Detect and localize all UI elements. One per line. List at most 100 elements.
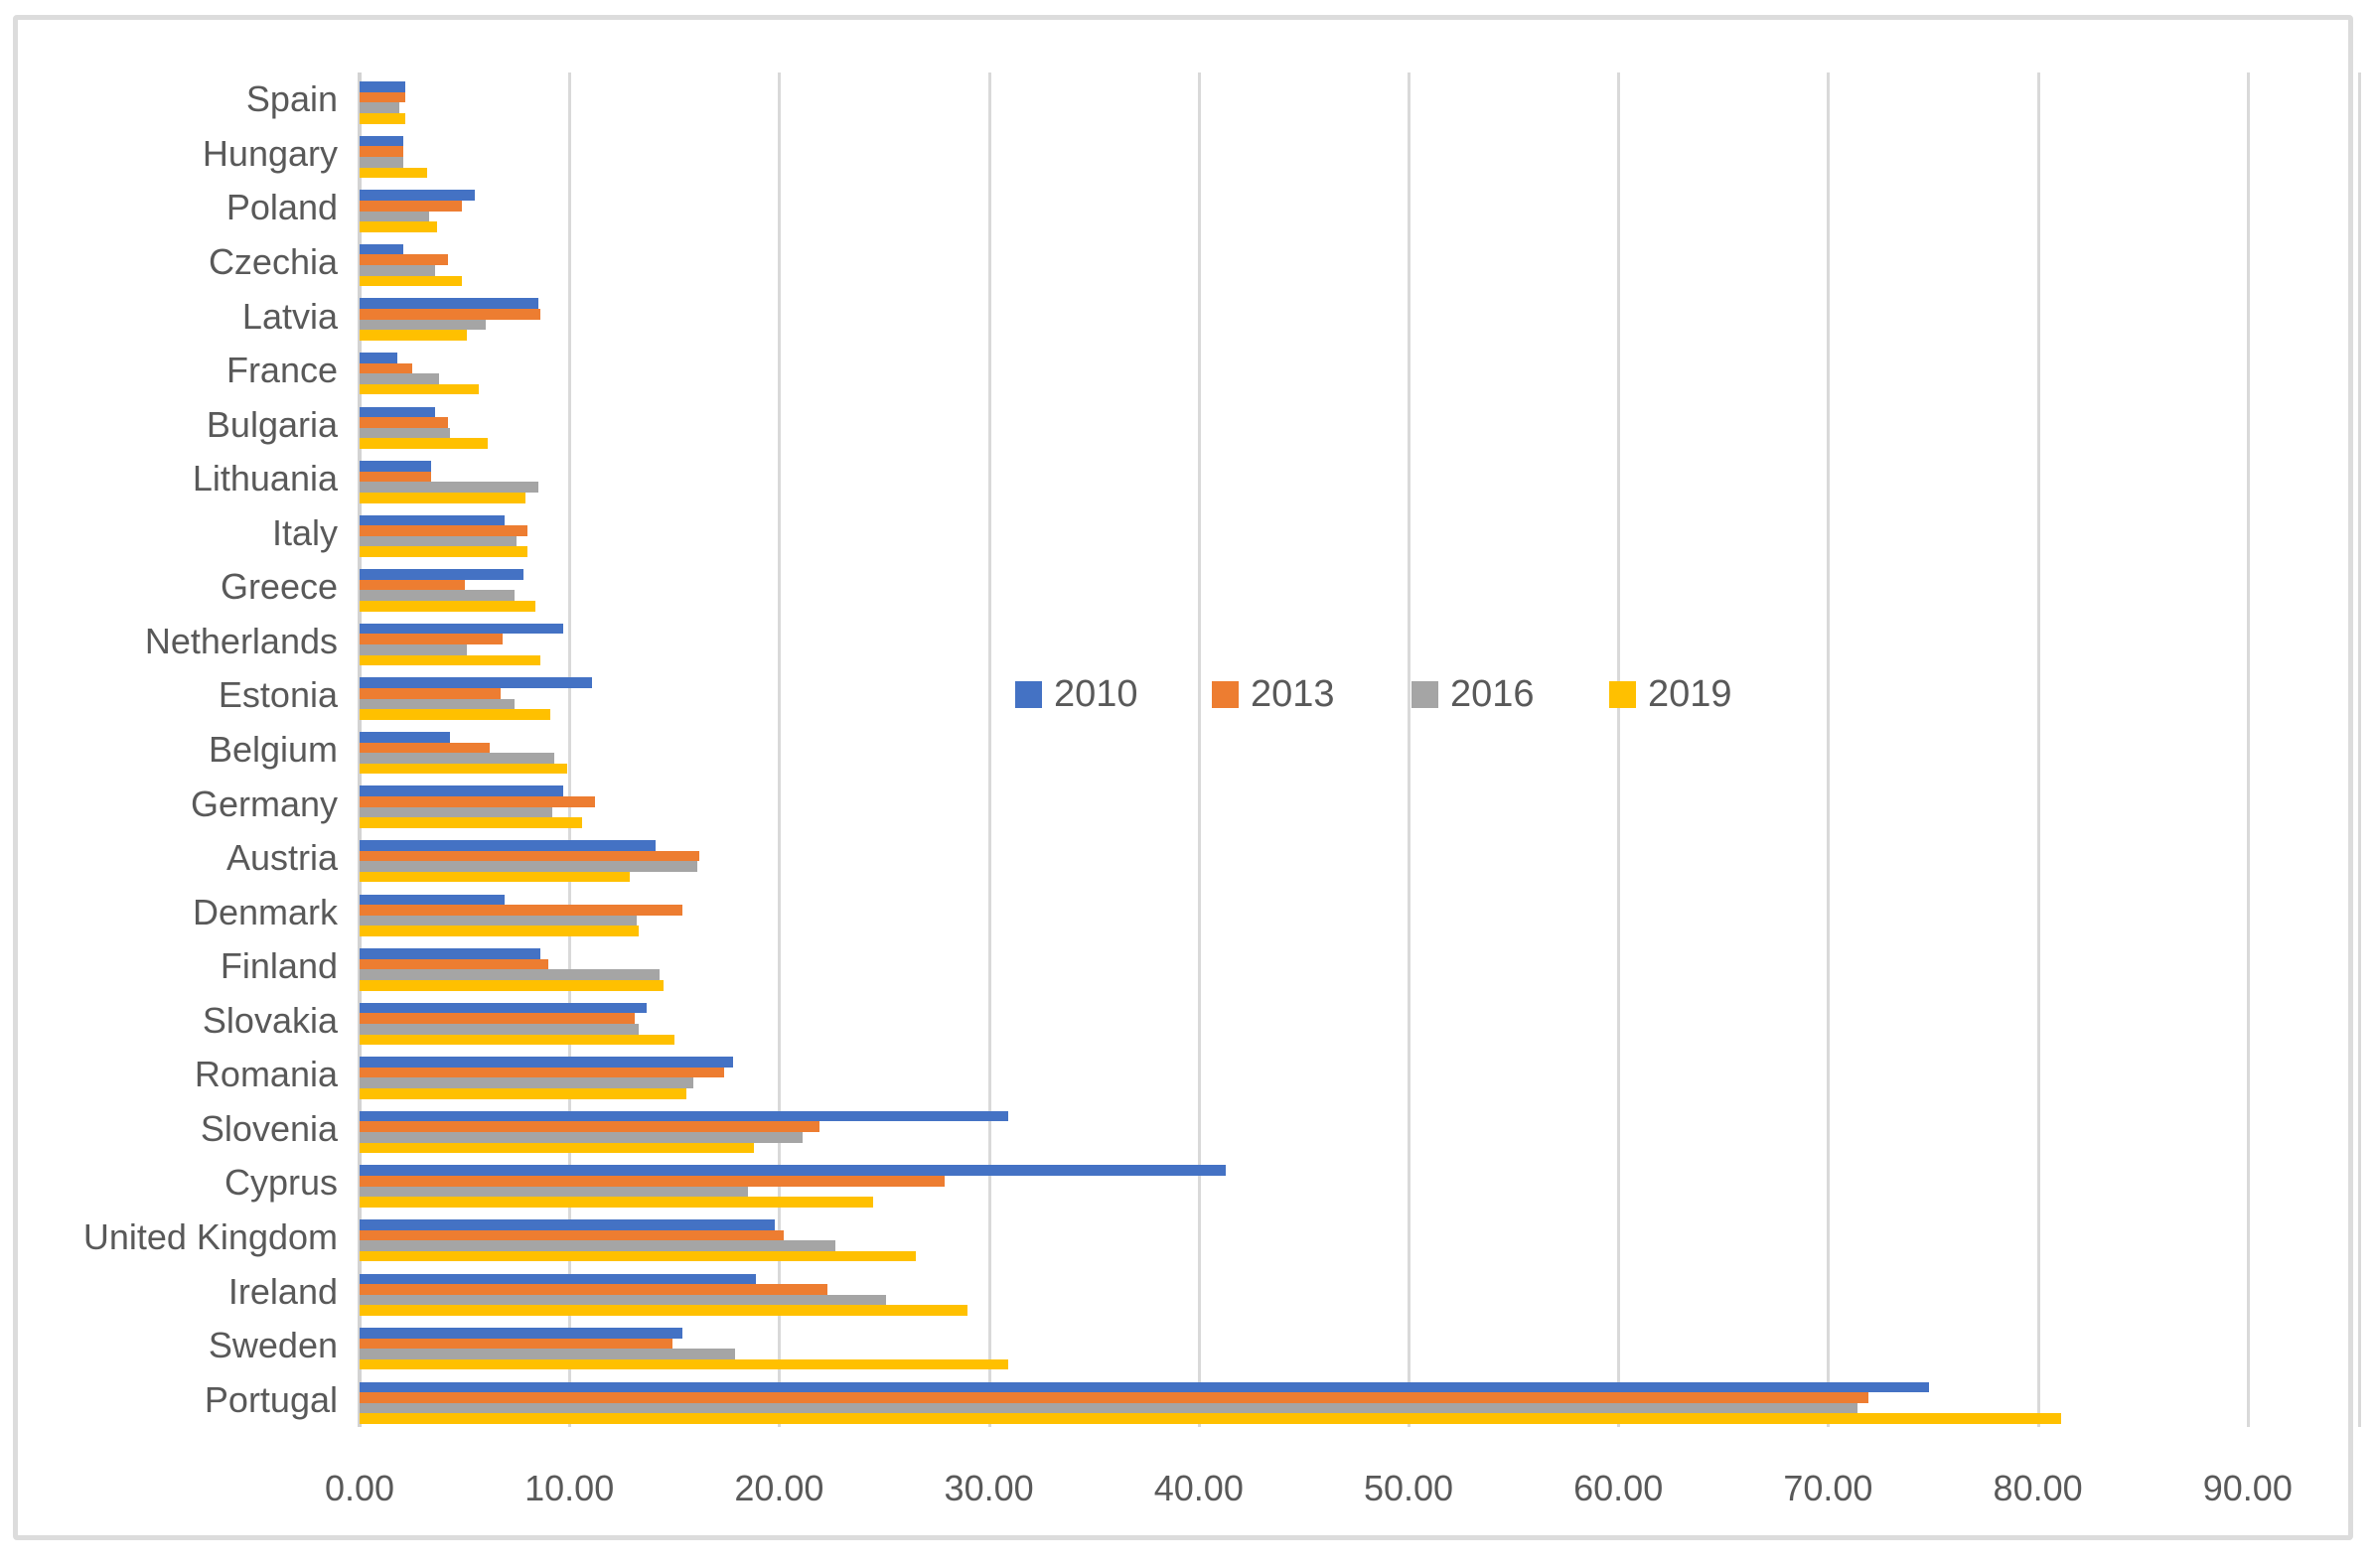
- bar-belgium-2010: [360, 731, 450, 743]
- bar-sweden-2010: [360, 1328, 683, 1339]
- category-label-france: France: [225, 350, 338, 391]
- bar-austria-2016: [360, 861, 698, 872]
- x-tick-50: 50.00: [1363, 1468, 1454, 1508]
- x-tick-90: 90.00: [2202, 1468, 2293, 1508]
- bar-poland-2013: [360, 200, 463, 212]
- bar-greece-2013: [360, 579, 465, 591]
- legend-swatch-2019: [1609, 680, 1636, 708]
- category-label-denmark: Denmark: [192, 891, 338, 932]
- bar-czechia-2019: [360, 275, 463, 287]
- bar-slovakia-2016: [360, 1023, 639, 1035]
- bar-latvia-2019: [360, 330, 467, 341]
- bar-finland-2010: [360, 948, 540, 959]
- category-label-estonia: Estonia: [218, 674, 338, 716]
- category-label-poland: Poland: [225, 187, 338, 228]
- bar-romania-2013: [360, 1067, 725, 1078]
- gridline-60: [1617, 72, 1621, 1427]
- bar-bulgaria-2019: [360, 438, 488, 449]
- x-tick-60: 60.00: [1573, 1468, 1664, 1508]
- gridline-20: [778, 72, 782, 1427]
- x-tick-70: 70.00: [1783, 1468, 1873, 1508]
- bar-poland-2010: [360, 190, 476, 201]
- category-label-portugal: Portugal: [204, 1378, 338, 1420]
- bar-germany-2016: [360, 806, 553, 818]
- bar-austria-2019: [360, 871, 631, 883]
- bar-france-2010: [360, 353, 398, 363]
- bar-france-2016: [360, 373, 440, 384]
- bar-ireland-2010: [360, 1273, 757, 1285]
- bar-lithuania-2016: [360, 482, 538, 493]
- category-label-romania: Romania: [194, 1054, 338, 1095]
- bar-spain-2013: [360, 91, 406, 103]
- bar-czechia-2013: [360, 254, 448, 266]
- bar-lithuania-2019: [360, 492, 525, 503]
- bar-romania-2019: [360, 1088, 687, 1099]
- bar-belgium-2013: [360, 742, 490, 754]
- bar-estonia-2019: [360, 709, 551, 720]
- legend-label-2019: 2019: [1648, 673, 1732, 715]
- bar-estonia-2016: [360, 698, 516, 710]
- bar-bulgaria-2016: [360, 427, 450, 439]
- category-label-ireland: Ireland: [227, 1270, 338, 1312]
- bar-spain-2016: [360, 102, 400, 113]
- legend-label-2016: 2016: [1450, 673, 1535, 715]
- bar-portugal-2010: [360, 1381, 1929, 1393]
- legend-swatch-2013: [1212, 680, 1239, 708]
- bar-netherlands-2013: [360, 634, 503, 644]
- bar-slovenia-2013: [360, 1121, 819, 1133]
- bar-italy-2010: [360, 514, 505, 526]
- bar-germany-2013: [360, 796, 595, 807]
- bar-united-kingdom-2016: [360, 1240, 836, 1251]
- x-tick-40: 40.00: [1153, 1468, 1244, 1508]
- bar-estonia-2010: [360, 677, 593, 688]
- bar-netherlands-2019: [360, 654, 540, 666]
- legend-swatch-2010: [1015, 680, 1042, 708]
- bar-cyprus-2010: [360, 1165, 1227, 1176]
- bar-latvia-2016: [360, 319, 486, 331]
- category-label-lithuania: Lithuania: [192, 458, 338, 499]
- x-tick-20: 20.00: [734, 1468, 824, 1508]
- bar-denmark-2013: [360, 905, 683, 916]
- bar-portugal-2013: [360, 1392, 1868, 1403]
- bar-estonia-2013: [360, 687, 501, 699]
- category-label-belgium: Belgium: [208, 728, 338, 770]
- legend-label-2013: 2013: [1251, 673, 1335, 715]
- bar-lithuania-2010: [360, 461, 431, 472]
- bar-netherlands-2010: [360, 623, 563, 635]
- bar-united-kingdom-2019: [360, 1250, 916, 1262]
- category-label-hungary: Hungary: [202, 132, 338, 174]
- category-label-cyprus: Cyprus: [223, 1162, 338, 1204]
- legend-item-2019: 2019: [1609, 675, 1732, 713]
- bar-bulgaria-2013: [360, 417, 448, 428]
- bar-poland-2019: [360, 221, 438, 232]
- bar-cyprus-2019: [360, 1197, 874, 1208]
- legend-item-2016: 2016: [1411, 675, 1535, 713]
- bar-greece-2010: [360, 569, 523, 580]
- bar-netherlands-2016: [360, 644, 467, 655]
- bar-ireland-2016: [360, 1294, 887, 1306]
- bar-denmark-2016: [360, 915, 637, 927]
- bar-austria-2010: [360, 840, 656, 851]
- bar-spain-2010: [360, 81, 406, 92]
- bar-italy-2013: [360, 525, 527, 536]
- plot-right-border: [2358, 72, 2361, 1427]
- bar-france-2013: [360, 362, 412, 374]
- gridline-70: [1827, 72, 1831, 1427]
- bar-latvia-2013: [360, 309, 540, 320]
- category-label-czechia: Czechia: [208, 240, 338, 282]
- bar-denmark-2019: [360, 926, 639, 936]
- gridline-50: [1408, 72, 1411, 1427]
- gridline-80: [2036, 72, 2040, 1427]
- gridline-90: [2246, 72, 2250, 1427]
- bar-czechia-2010: [360, 243, 404, 255]
- x-tick-10: 10.00: [524, 1468, 615, 1508]
- category-label-slovakia: Slovakia: [202, 999, 338, 1041]
- bar-hungary-2019: [360, 167, 427, 179]
- category-label-sweden: Sweden: [208, 1325, 338, 1366]
- bar-czechia-2016: [360, 265, 436, 276]
- bar-sweden-2013: [360, 1338, 672, 1350]
- bar-cyprus-2016: [360, 1186, 748, 1198]
- x-tick-30: 30.00: [944, 1468, 1034, 1508]
- category-label-latvia: Latvia: [241, 295, 338, 337]
- category-label-greece: Greece: [220, 566, 338, 608]
